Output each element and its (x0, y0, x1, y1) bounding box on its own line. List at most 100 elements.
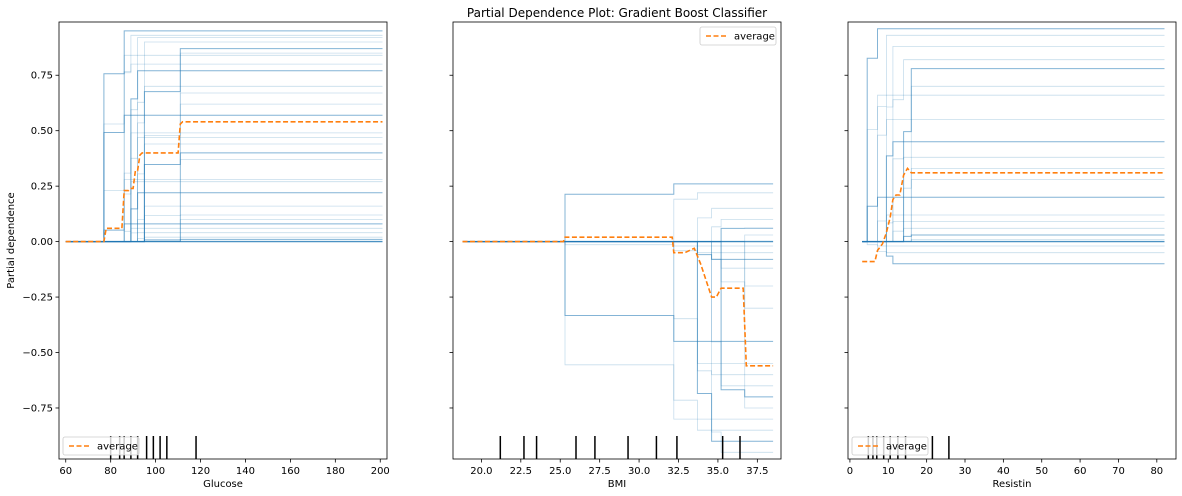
x-tick-label: 20 (920, 466, 933, 477)
ice-line (462, 241, 774, 431)
plot-area-glucose (65, 30, 383, 243)
x-tick-label: 80 (1150, 466, 1163, 477)
ice-line (462, 241, 774, 254)
x-tick-label: 0 (847, 466, 853, 477)
panel-resistin: 0 10 20 30 40 50 60 70 80 Resistin average (844, 21, 1177, 490)
ice-line (65, 34, 383, 242)
legend-bmi: average (699, 26, 777, 46)
y-axis-label: Partial dependence (6, 192, 17, 288)
ice-line (862, 234, 1165, 243)
ice-line (862, 59, 1165, 242)
x-tick-label: 200 (371, 466, 390, 477)
y-tick-label: −0.50 (22, 348, 53, 359)
x-tick-label: 30 (959, 466, 972, 477)
x-tick-label: 80 (104, 466, 117, 477)
axes-frame-resistin (847, 21, 1177, 460)
x-tick-label: 60 (1074, 466, 1087, 477)
x-tick-label: 30.0 (628, 466, 650, 477)
x-axis-glucose: 60 80 100 120 140 160 180 200 Glucose (59, 459, 390, 490)
average-line (65, 121, 383, 243)
ice-line (462, 241, 774, 376)
x-axis-label: Resistin (993, 479, 1032, 490)
ice-line (65, 52, 383, 242)
ice-line (462, 227, 774, 243)
ice-line (462, 241, 774, 342)
y-tick-label: 0.25 (31, 182, 53, 193)
y-tick-label: −0.25 (22, 293, 53, 304)
ice-line (65, 37, 383, 242)
ice-lines-resistin (862, 28, 1165, 265)
x-tick-label: 100 (146, 466, 165, 477)
axes-frame-bmi (452, 21, 782, 460)
ice-line (65, 114, 383, 243)
panel-bmi: 20.0 22.5 25.0 27.5 30.0 32.5 35.0 37.5 BMI avera… (449, 21, 782, 490)
x-tick-label: 140 (236, 466, 255, 477)
ice-line (862, 68, 1165, 243)
x-tick-label: 50 (1035, 466, 1048, 477)
x-tick-label: 22.5 (510, 466, 532, 477)
ice-lines-bmi (462, 183, 774, 453)
ice-line (65, 85, 383, 242)
ice-line (65, 159, 383, 242)
x-tick-label: 37.5 (746, 466, 768, 477)
ice-line (862, 241, 1165, 254)
y-axis-glucose: 0.75 0.50 0.25 0.00 −0.25 −0.50 −0.75 Partial d… (6, 71, 59, 414)
y-tick-label: −0.75 (22, 403, 53, 414)
x-tick-label: 25.0 (549, 466, 571, 477)
x-tick-label: 180 (326, 466, 345, 477)
x-tick-label: 60 (59, 466, 72, 477)
ice-line (862, 156, 1165, 242)
ice-line (462, 241, 774, 398)
ice-line (862, 28, 1165, 243)
x-tick-label: 32.5 (667, 466, 689, 477)
ice-line (462, 241, 774, 260)
legend-label: average (734, 32, 775, 43)
x-tick-label: 20.0 (470, 466, 492, 477)
ice-line (65, 48, 383, 243)
ice-lines-glucose (65, 30, 383, 243)
axes-frame-glucose (58, 21, 388, 460)
ice-line (462, 219, 774, 242)
average-line (462, 236, 774, 367)
ice-line (65, 30, 383, 243)
figure-title: Partial Dependence Plot: Gradient Boost … (467, 6, 767, 20)
legend-glucose: average (62, 436, 140, 456)
y-tick-label: 0.00 (31, 237, 53, 248)
plot-area-bmi (462, 183, 774, 453)
legend-box (851, 436, 929, 456)
legend-box (699, 26, 777, 46)
x-tick-label: 120 (191, 466, 210, 477)
ice-line (462, 241, 774, 287)
ice-line (65, 54, 383, 242)
ice-line (862, 141, 1165, 243)
ice-line (862, 46, 1165, 242)
legend-resistin: average (851, 436, 929, 456)
ice-line (862, 119, 1165, 242)
ice-line (462, 241, 774, 387)
legend-label: average (886, 442, 927, 453)
ice-line (462, 241, 774, 269)
average-line (862, 167, 1165, 263)
ice-line (65, 132, 383, 242)
legend-box (62, 436, 140, 456)
ice-line (65, 179, 383, 242)
ice-line (862, 179, 1165, 242)
y-tick-label: 0.50 (31, 126, 53, 137)
ice-line (862, 85, 1165, 242)
x-axis-bmi: 20.0 22.5 25.0 27.5 30.0 32.5 35.0 37.5 BMI (470, 459, 768, 490)
y-axis-resistin (844, 74, 848, 409)
y-tick-label: 0.75 (31, 71, 53, 82)
ice-line (65, 70, 383, 243)
ice-line (462, 241, 774, 409)
ice-line (862, 34, 1165, 242)
ice-line (862, 221, 1165, 242)
ice-line (65, 192, 383, 243)
x-axis-label: BMI (608, 479, 626, 490)
panels: 60 80 100 120 140 160 180 200Glucose0.750.500.2… (6, 21, 1177, 490)
x-tick-label: 27.5 (589, 466, 611, 477)
x-axis-label: Glucose (203, 479, 243, 490)
x-tick-label: 10 (882, 466, 895, 477)
ice-line (462, 192, 774, 242)
ice-line (462, 241, 774, 309)
